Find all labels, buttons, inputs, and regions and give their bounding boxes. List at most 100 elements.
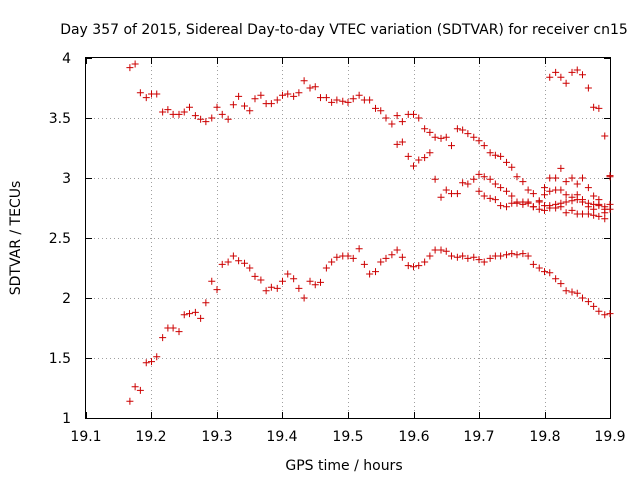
data-point bbox=[426, 128, 434, 136]
data-point bbox=[393, 246, 401, 254]
data-point bbox=[486, 175, 494, 183]
data-point bbox=[306, 84, 314, 92]
x-tick-label: 19.1 bbox=[70, 429, 101, 445]
data-point bbox=[557, 186, 565, 194]
x-tick-label: 19.5 bbox=[332, 429, 363, 445]
data-point bbox=[382, 254, 390, 262]
data-point bbox=[339, 97, 347, 105]
data-point bbox=[519, 178, 527, 186]
data-point bbox=[415, 156, 423, 164]
data-point bbox=[573, 191, 581, 199]
data-point bbox=[470, 133, 478, 141]
data-point bbox=[241, 259, 249, 267]
x-tick-label: 19.6 bbox=[398, 429, 429, 445]
data-point bbox=[459, 252, 467, 260]
data-point bbox=[552, 68, 560, 76]
data-point bbox=[524, 199, 532, 207]
data-point bbox=[415, 262, 423, 270]
data-point bbox=[279, 277, 286, 285]
plot-frame bbox=[85, 57, 611, 419]
data-point bbox=[328, 258, 336, 266]
data-point bbox=[437, 246, 445, 254]
data-point bbox=[568, 193, 576, 201]
data-point bbox=[541, 268, 548, 276]
data-point bbox=[470, 253, 478, 261]
data-point bbox=[595, 104, 603, 112]
data-point bbox=[595, 196, 603, 204]
data-point bbox=[590, 205, 598, 213]
data-point bbox=[606, 172, 614, 180]
data-point bbox=[333, 253, 341, 261]
data-point bbox=[229, 101, 237, 109]
y-tick-labels: 1 1.5 2 2.5 3 3.5 4 bbox=[49, 51, 71, 427]
data-point bbox=[142, 94, 150, 102]
data-point bbox=[398, 118, 406, 126]
data-point bbox=[578, 174, 586, 182]
data-point bbox=[464, 254, 472, 262]
data-point bbox=[568, 206, 576, 214]
data-point bbox=[535, 197, 543, 205]
data-point bbox=[169, 324, 177, 332]
data-point bbox=[573, 289, 581, 297]
data-point bbox=[421, 258, 429, 266]
x-tick-label: 19.8 bbox=[529, 429, 560, 445]
data-point bbox=[557, 73, 565, 81]
data-point bbox=[562, 209, 570, 217]
data-point bbox=[311, 83, 319, 91]
data-point bbox=[306, 277, 314, 285]
data-point bbox=[377, 258, 385, 266]
data-point bbox=[464, 180, 472, 188]
data-point bbox=[475, 256, 483, 264]
x-tick-label: 19.2 bbox=[135, 429, 166, 445]
data-point bbox=[159, 108, 167, 116]
data-point bbox=[546, 187, 554, 195]
data-point bbox=[290, 275, 298, 283]
data-point bbox=[519, 250, 527, 258]
data-point bbox=[584, 203, 592, 211]
data-point bbox=[541, 206, 548, 214]
data-point bbox=[606, 310, 614, 318]
data-point bbox=[459, 179, 467, 187]
data-point bbox=[349, 95, 357, 103]
data-point bbox=[524, 252, 532, 260]
data-point bbox=[426, 149, 434, 157]
data-point bbox=[333, 96, 341, 104]
data-point bbox=[513, 173, 521, 181]
data-point bbox=[590, 302, 598, 310]
x-tick-labels: 19.1 19.2 19.3 19.4 19.5 19.6 19.7 19.8 19.9 bbox=[70, 429, 625, 445]
y-tick-label: 3 bbox=[62, 171, 71, 187]
data-point bbox=[284, 90, 292, 98]
data-point bbox=[415, 114, 423, 122]
data-point bbox=[503, 158, 511, 166]
data-point bbox=[519, 200, 527, 208]
data-point bbox=[541, 184, 548, 192]
data-point bbox=[191, 112, 199, 120]
data-point bbox=[480, 192, 488, 200]
data-point bbox=[295, 284, 303, 292]
data-point bbox=[590, 211, 598, 219]
data-point bbox=[235, 257, 243, 265]
data-point bbox=[300, 77, 308, 85]
data-point bbox=[372, 104, 380, 112]
data-point bbox=[491, 151, 499, 159]
data-point bbox=[257, 91, 265, 99]
data-point bbox=[568, 174, 576, 182]
data-point bbox=[218, 260, 226, 268]
data-point bbox=[552, 174, 560, 182]
data-point bbox=[447, 252, 455, 260]
data-point bbox=[546, 174, 554, 182]
data-point bbox=[398, 253, 406, 261]
data-point bbox=[393, 140, 401, 148]
data-point bbox=[169, 110, 177, 118]
y-tick-label: 4 bbox=[62, 51, 71, 67]
data-point bbox=[453, 190, 461, 198]
data-point bbox=[508, 163, 516, 171]
data-point bbox=[557, 203, 565, 211]
data-point bbox=[497, 184, 505, 192]
y-tick-label: 1.5 bbox=[49, 351, 71, 367]
data-point bbox=[185, 310, 193, 318]
data-point bbox=[480, 173, 488, 181]
data-point bbox=[595, 202, 603, 210]
data-point bbox=[573, 180, 581, 188]
data-point bbox=[388, 120, 396, 128]
